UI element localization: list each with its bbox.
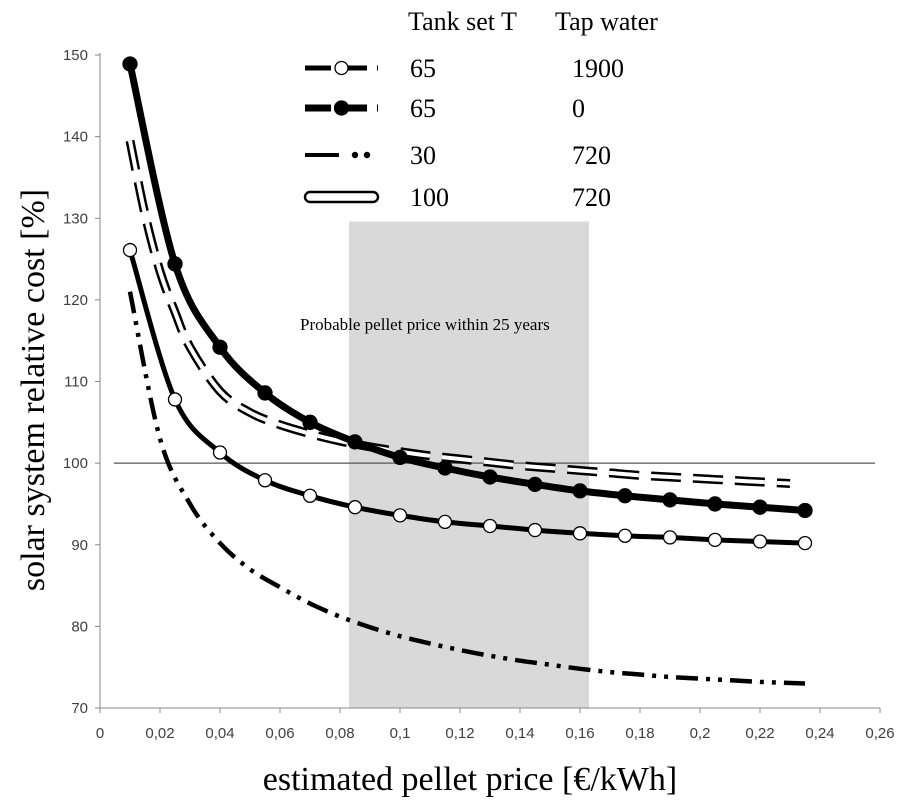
series-layer bbox=[122, 56, 813, 686]
data-point bbox=[347, 434, 363, 450]
legend-tap-water-value: 720 bbox=[572, 183, 611, 212]
y-tick-label: 70 bbox=[71, 700, 88, 717]
y-tick-label: 140 bbox=[63, 129, 88, 146]
legend-tank-set-t-value: 65 bbox=[410, 94, 436, 123]
data-point bbox=[527, 476, 543, 492]
data-point bbox=[617, 488, 633, 504]
data-point bbox=[752, 499, 768, 515]
legend-entry: 100 720 bbox=[303, 183, 611, 212]
y-tick-label: 120 bbox=[63, 292, 88, 309]
y-axis-title: solar system relative cost [%] bbox=[15, 189, 52, 591]
x-tick-label: 0,26 bbox=[865, 725, 894, 742]
x-tick-label: 0,04 bbox=[205, 725, 234, 742]
y-tick-label: 80 bbox=[71, 618, 88, 635]
x-tick-label: 0,02 bbox=[145, 725, 174, 742]
data-point bbox=[797, 502, 813, 519]
data-point bbox=[302, 488, 318, 503]
shaded-band-label: Probable pellet price within 25 years bbox=[300, 315, 550, 334]
y-tick-label: 130 bbox=[63, 210, 88, 227]
data-point bbox=[482, 518, 498, 534]
legend-entry: 65 1900 bbox=[305, 54, 624, 83]
data-point bbox=[392, 508, 408, 523]
data-point bbox=[392, 449, 408, 466]
axes-layer: 70 80 90 100 110 120 130 140 150 0 0,02 0,04 0,06 0,0… bbox=[63, 47, 895, 742]
x-tick-label: 0,06 bbox=[265, 725, 294, 742]
legend-symbol bbox=[363, 151, 371, 159]
legend-rows: 65 1900 65 0 30 720 100 720 bbox=[303, 54, 624, 212]
legend-symbol bbox=[334, 60, 349, 76]
data-point bbox=[167, 392, 183, 407]
data-point bbox=[302, 414, 318, 430]
legend-header-tap-water: Tap water bbox=[555, 7, 658, 36]
x-axis-title: estimated pellet price [€/kWh] bbox=[263, 761, 677, 798]
data-point bbox=[437, 514, 453, 530]
x-tick-label: 0,16 bbox=[565, 725, 594, 742]
legend-tap-water-value: 0 bbox=[572, 94, 585, 123]
legend-tap-water-value: 1900 bbox=[572, 54, 624, 83]
series-dash-dot-dot bbox=[127, 291, 806, 686]
data-point bbox=[662, 492, 678, 508]
data-point bbox=[707, 532, 723, 548]
data-point bbox=[437, 460, 453, 476]
series-white-dash-white-marker bbox=[122, 242, 813, 551]
legend-tap-water-value: 720 bbox=[572, 141, 611, 170]
data-point bbox=[617, 528, 633, 543]
data-point bbox=[572, 526, 588, 541]
data-point bbox=[257, 473, 273, 488]
data-point bbox=[662, 530, 678, 545]
y-tick-label: 110 bbox=[64, 374, 88, 391]
data-point bbox=[797, 535, 813, 551]
legend-entry: 30 720 bbox=[305, 141, 611, 170]
x-tick-label: 0,22 bbox=[745, 725, 774, 742]
x-tick-label: 0,18 bbox=[625, 725, 654, 742]
data-point bbox=[707, 496, 723, 512]
x-tick-label: 0,1 bbox=[390, 725, 411, 742]
data-point bbox=[752, 534, 768, 549]
y-tick-label: 150 bbox=[63, 47, 88, 64]
legend-tank-set-t-value: 30 bbox=[410, 141, 436, 170]
data-point bbox=[527, 522, 543, 538]
legend-symbol bbox=[333, 100, 350, 116]
x-tick-label: 0 bbox=[96, 725, 104, 742]
legend-entry: 65 0 bbox=[305, 94, 585, 123]
series-hollow-dash bbox=[125, 139, 791, 488]
data-point bbox=[347, 500, 363, 515]
legend-tank-set-t-value: 65 bbox=[410, 54, 436, 83]
x-tick-label: 0,14 bbox=[505, 725, 534, 742]
series-line bbox=[127, 291, 806, 686]
x-tick-label: 0,24 bbox=[805, 725, 834, 742]
legend-tank-set-t-value: 100 bbox=[410, 183, 449, 212]
legend-header-tank-set-t: Tank set T bbox=[408, 7, 517, 36]
data-point bbox=[167, 256, 183, 272]
data-point bbox=[572, 483, 588, 499]
x-tick-label: 0,12 bbox=[445, 725, 474, 742]
data-point bbox=[212, 339, 228, 355]
series-line bbox=[128, 140, 791, 486]
data-point bbox=[482, 469, 498, 485]
y-tick-label: 100 bbox=[63, 455, 88, 472]
legend: Tank set T Tap water 65 1900 65 0 30 720 100 72… bbox=[303, 7, 658, 212]
data-point bbox=[257, 385, 273, 401]
legend-symbol bbox=[303, 190, 380, 204]
legend-symbol bbox=[351, 151, 359, 159]
y-tick-label: 90 bbox=[71, 537, 88, 554]
data-point bbox=[212, 445, 228, 460]
data-point bbox=[122, 56, 138, 72]
x-tick-label: 0,08 bbox=[325, 725, 354, 742]
data-point bbox=[122, 242, 138, 258]
x-tick-label: 0,2 bbox=[690, 725, 711, 742]
series-black-dash-black-marker bbox=[122, 56, 813, 519]
